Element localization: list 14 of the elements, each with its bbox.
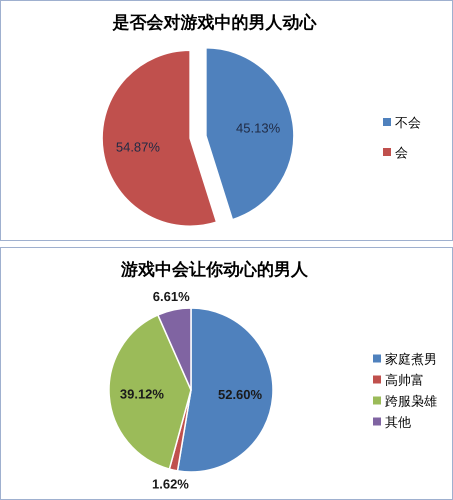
chart-title: 游戏中会让你动心的男人 bbox=[120, 260, 309, 279]
legend-label: 会 bbox=[395, 145, 408, 160]
legend-label: 不会 bbox=[395, 115, 421, 130]
legend-label: 跨服枭雄 bbox=[385, 394, 437, 408]
data-label: 6.61% bbox=[152, 289, 190, 304]
legend-label: 高帅富 bbox=[385, 372, 424, 388]
data-label: 52.60% bbox=[218, 387, 263, 402]
chart-title: 是否会对游戏中的男人动心 bbox=[112, 13, 318, 32]
data-label: 1.62% bbox=[152, 476, 190, 492]
data-label: 54.87% bbox=[116, 139, 160, 154]
data-label: 45.13% bbox=[236, 120, 281, 136]
legend-label: 家庭煮男 bbox=[385, 352, 437, 366]
legend-label: 其他 bbox=[385, 414, 411, 430]
data-label: 39.12% bbox=[120, 386, 164, 402]
